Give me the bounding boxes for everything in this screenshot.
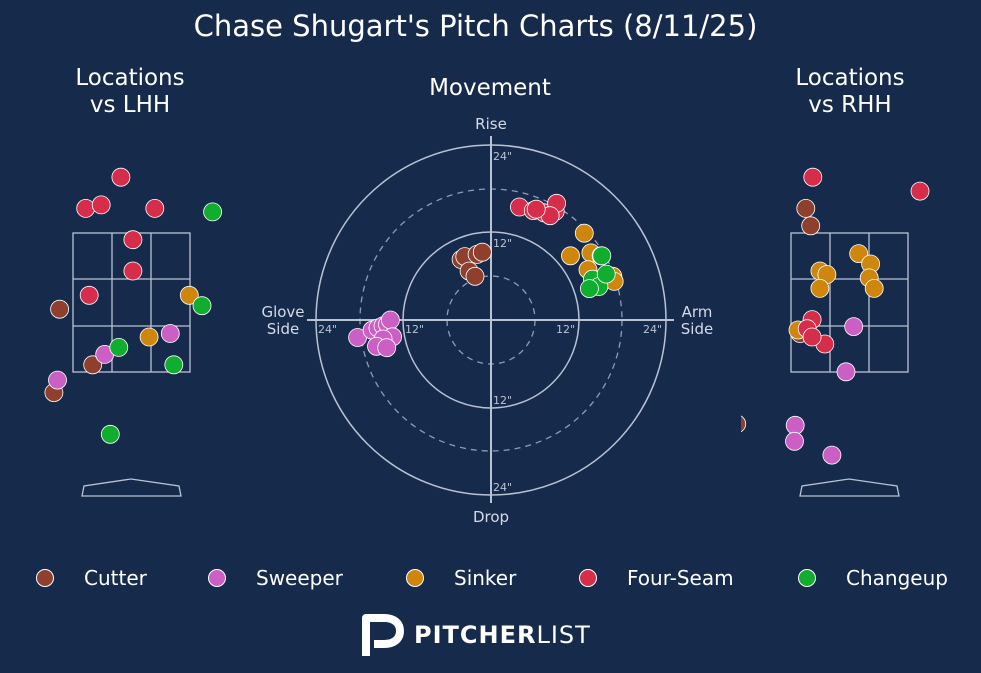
rhh-sweeper-point-3 <box>785 415 805 435</box>
lhh-cutter-point-1 <box>50 299 69 319</box>
lhh-title-line1: Locations <box>75 65 185 91</box>
movement-points <box>348 193 624 358</box>
lhh-four-seam-point-7 <box>79 285 99 305</box>
rhh-cutter-point-2 <box>801 216 821 236</box>
rhh-home-plate <box>799 478 900 497</box>
drop-label: Drop <box>473 508 509 526</box>
rhh-sinker-point-1 <box>849 244 869 264</box>
ring-label-left-24: 24" <box>318 323 337 336</box>
lhh-four-seam-point-5 <box>123 230 143 250</box>
legend-swatch-cutter <box>36 569 54 587</box>
brand-word-light: LIST <box>536 621 591 649</box>
rhh-points <box>741 167 930 465</box>
legend: Cutter Sweeper Sinker Four-Seam Changeup <box>0 563 981 593</box>
legend-item-sweeper: Sweeper <box>208 563 343 593</box>
lhh-four-seam-point-3 <box>91 195 111 215</box>
legend-item-changeup: Changeup <box>798 563 948 593</box>
brand-wordmark: PITCHERLIST <box>414 621 591 649</box>
ring-label-top-24: 24" <box>493 150 512 163</box>
lhh-changeup-point-3 <box>109 337 129 357</box>
pitcherlist-logo-icon <box>362 614 404 656</box>
lhh-four-seam-point-4 <box>145 198 165 218</box>
legend-item-four-seam: Four-Seam <box>579 563 734 593</box>
rhh-sweeper-point-4 <box>785 431 804 451</box>
rhh-four-seam-point-2 <box>910 181 930 201</box>
legend-swatch-sinker <box>406 569 424 587</box>
lhh-four-seam-point-2 <box>76 198 96 218</box>
legend-swatch-sweeper <box>208 569 226 587</box>
ring-label-bottom-12: 12" <box>493 394 512 407</box>
lhh-four-seam-point-6 <box>123 261 143 281</box>
ring-label-bottom-24: 24" <box>493 481 512 494</box>
rhh-cutter-point-1 <box>796 198 816 218</box>
rhh-cutter-point-4 <box>741 415 747 433</box>
rhh-sweeper-point-2 <box>836 362 856 382</box>
chart-title: Chase Shugart's Pitch Charts (8/11/25) <box>193 9 758 43</box>
ring-label-left-12: 12" <box>405 323 424 336</box>
rhh-four-seam-point-1 <box>803 167 823 187</box>
lhh-changeup-point-5 <box>100 424 120 444</box>
legend-label-four-seam: Four-Seam <box>627 566 734 590</box>
legend-label-changeup: Changeup <box>846 566 948 590</box>
legend-label-sweeper: Sweeper <box>256 566 343 590</box>
rhh-panel <box>741 167 930 497</box>
movement-changeup-point-4 <box>596 264 616 284</box>
movement-sinker-point-2 <box>561 246 580 266</box>
rhh-sweeper-point-1 <box>844 317 864 337</box>
glove-side-label-2: Side <box>267 320 299 338</box>
lhh-home-plate <box>81 478 182 497</box>
legend-label-sinker: Sinker <box>454 566 517 590</box>
brand-logo: PITCHERLIST <box>360 612 591 658</box>
rhh-sinker-point-7 <box>810 278 830 298</box>
rhh-four-seam-point-6 <box>802 327 822 347</box>
ring-label-top-12: 12" <box>493 237 512 250</box>
ring-label-right-12: 12" <box>556 323 575 336</box>
lhh-points <box>44 167 223 444</box>
legend-swatch-four-seam <box>579 569 597 587</box>
movement-sweeper-point-6 <box>380 310 400 330</box>
rhh-sinker-point-4 <box>864 278 884 298</box>
rhh-panel-title: Locations vs RHH <box>760 65 940 119</box>
rhh-sweeper-point-5 <box>822 445 842 465</box>
lhh-panel-title: Locations vs LHH <box>40 65 220 119</box>
movement-panel-title: Movement <box>429 75 551 101</box>
lhh-changeup-point-1 <box>203 202 223 222</box>
rise-label: Rise <box>475 115 507 133</box>
movement-cutter-point-4 <box>472 242 492 262</box>
lhh-sweeper-point-1 <box>160 324 180 343</box>
brand-word-bold: PITCHER <box>414 621 537 649</box>
rhh-title-line1: Locations <box>795 65 905 91</box>
legend-item-cutter: Cutter <box>36 563 147 593</box>
glove-side-label-1: Glove <box>261 303 304 321</box>
legend-label-cutter: Cutter <box>84 566 147 590</box>
ring-label-right-24: 24" <box>643 323 662 336</box>
legend-item-sinker: Sinker <box>406 563 516 593</box>
lhh-sinker-point-2 <box>139 327 159 347</box>
arm-side-label-1: Arm <box>682 303 713 321</box>
lhh-four-seam-point-1 <box>111 167 131 187</box>
rhh-title-line2: vs RHH <box>808 92 892 118</box>
lhh-sinker-point-1 <box>179 285 199 305</box>
movement-sinker-point-1 <box>574 223 594 243</box>
lhh-changeup-point-4 <box>164 355 184 375</box>
lhh-sweeper-point-3 <box>48 370 67 390</box>
movement-changeup-point-5 <box>592 246 612 266</box>
movement-panel: 24" 12" 12" 24" 12" 24" 12" 24" Rise Dro… <box>261 115 713 526</box>
movement-four-seam-point-7 <box>526 199 546 219</box>
legend-swatch-changeup <box>798 569 816 587</box>
lhh-panel <box>44 167 223 497</box>
movement-changeup-point-3 <box>580 279 599 299</box>
movement-cutter-point-6 <box>465 266 485 286</box>
movement-sweeper-point-10 <box>377 338 397 358</box>
arm-side-label-2: Side <box>681 320 713 338</box>
lhh-changeup-point-2 <box>192 296 212 316</box>
lhh-cutter-point-2 <box>83 355 103 375</box>
lhh-title-line2: vs LHH <box>89 92 171 118</box>
